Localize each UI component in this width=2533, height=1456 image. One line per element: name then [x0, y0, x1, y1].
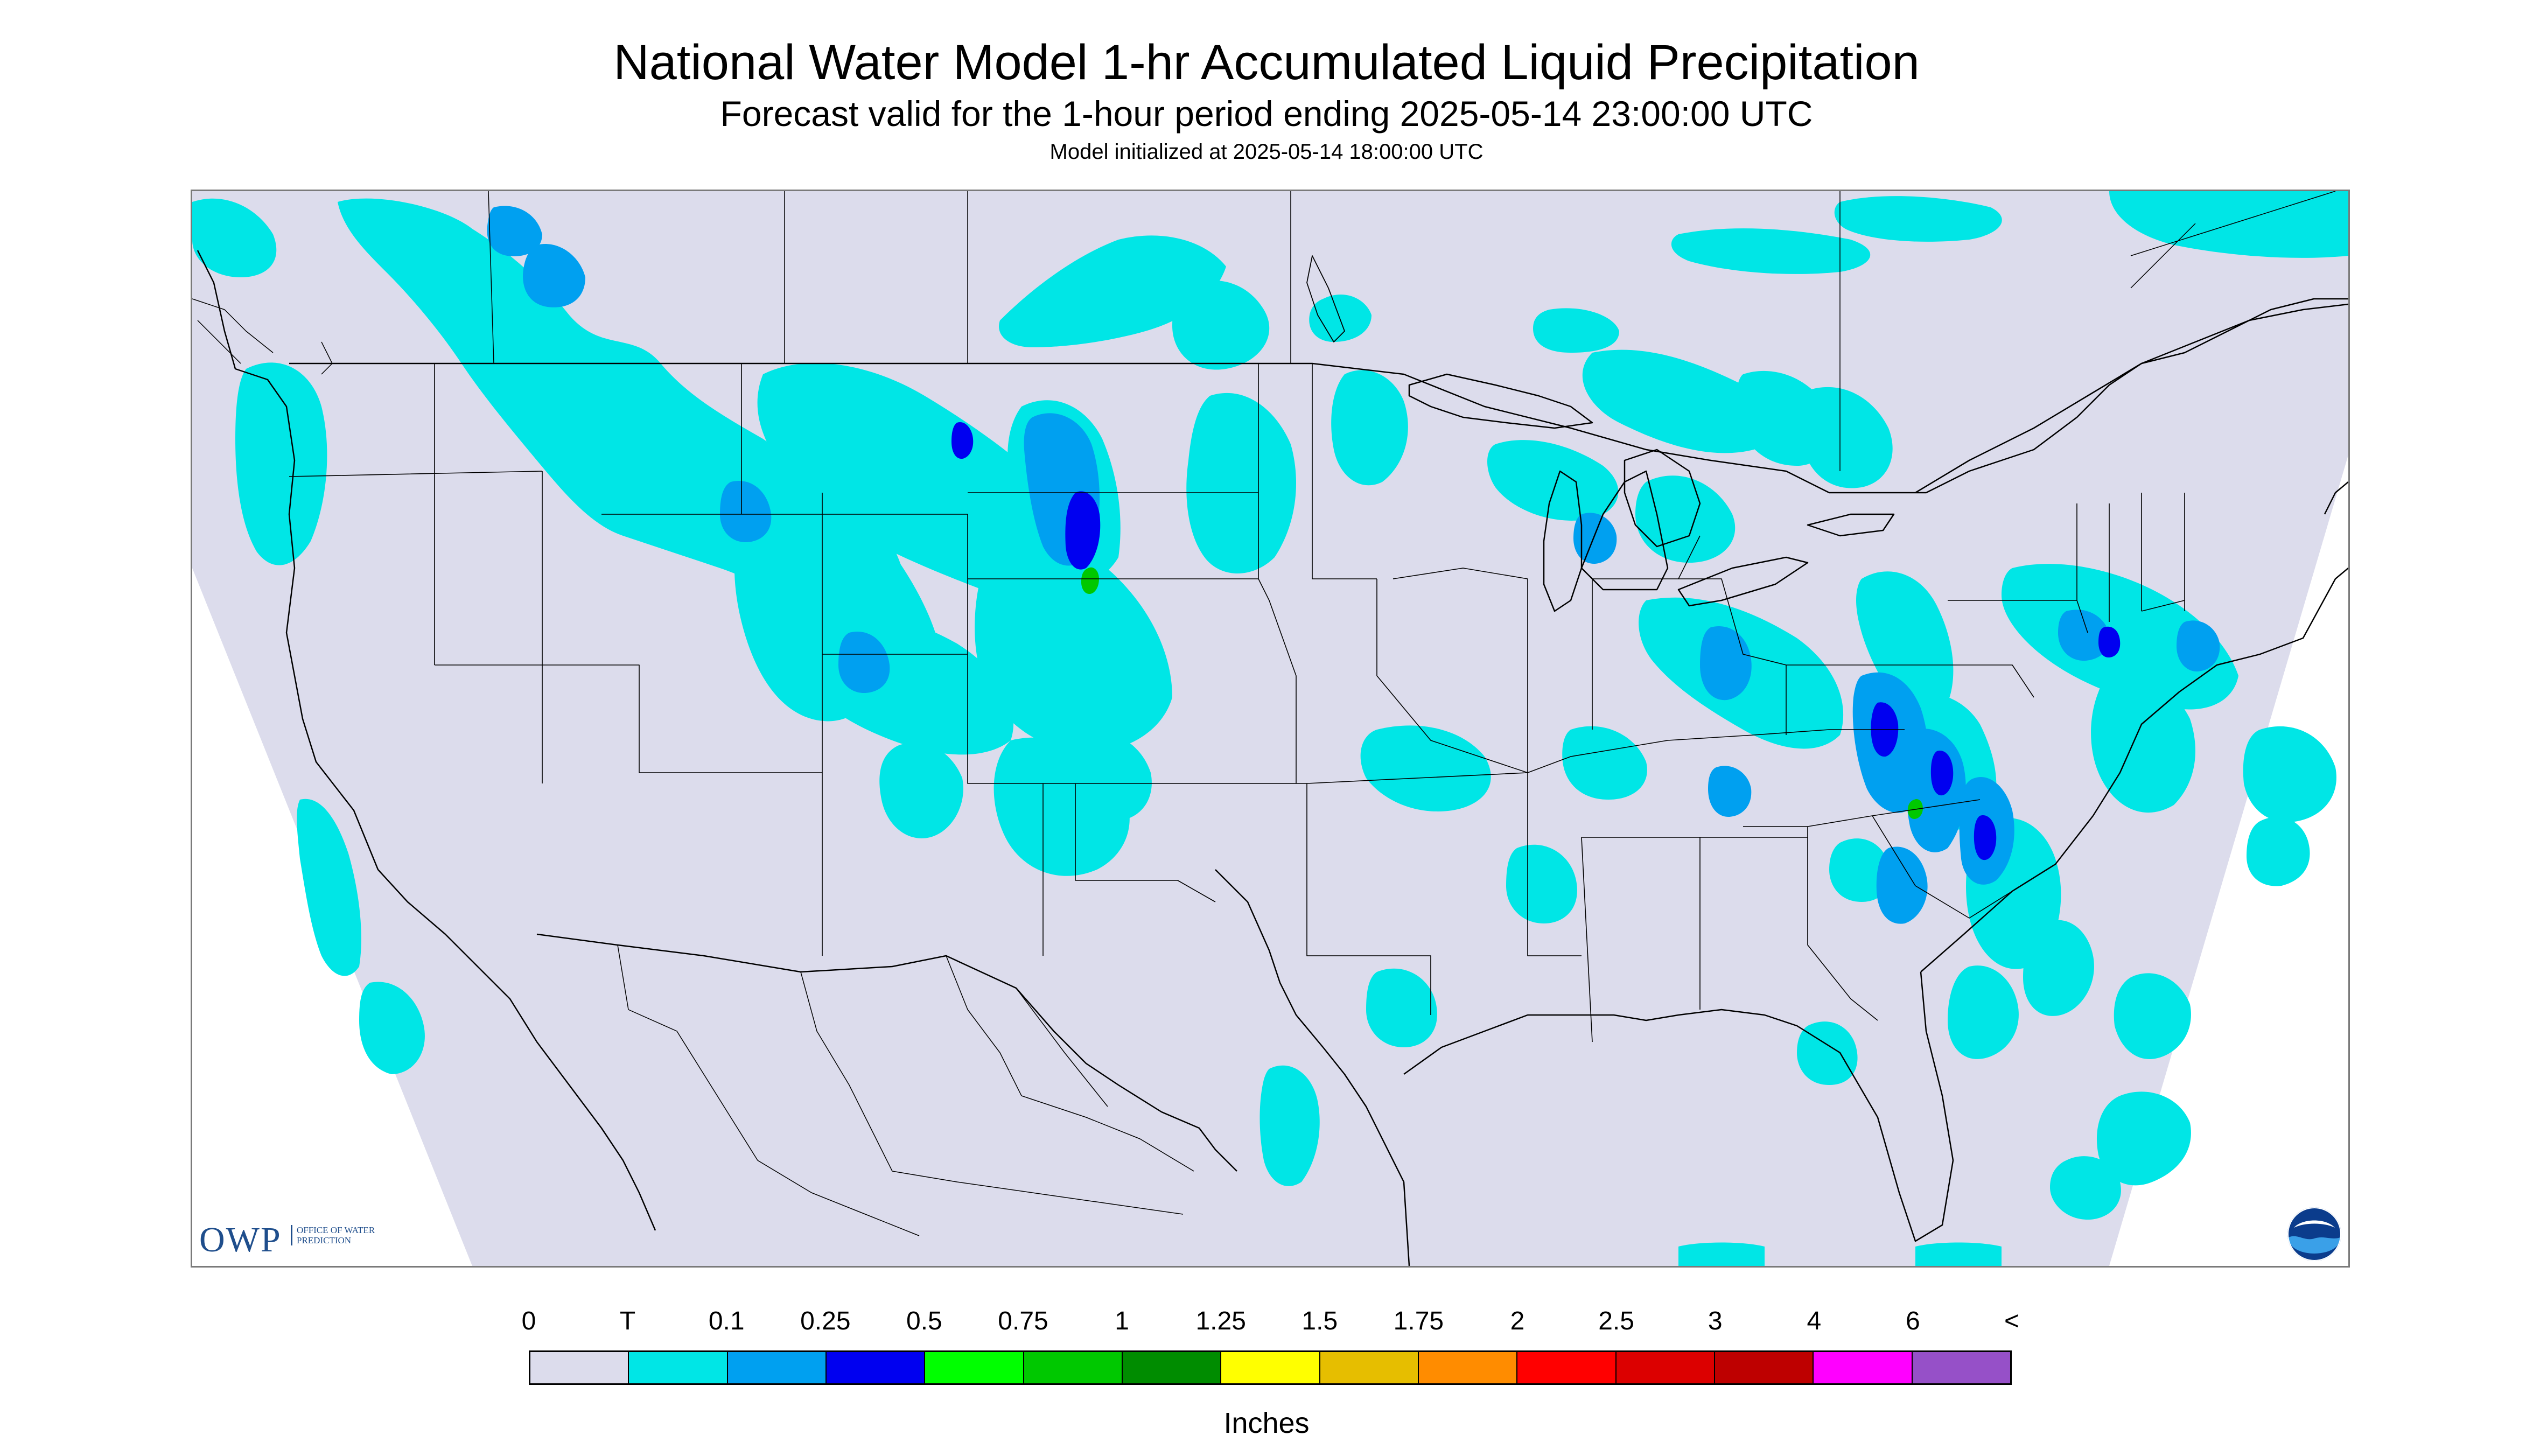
legend-swatch [826, 1352, 926, 1383]
noaa-logo [2286, 1206, 2342, 1262]
model-init-time: Model initialized at 2025-05-14 18:00:00… [1049, 140, 1484, 164]
legend-tick-label: 6 [1906, 1307, 1920, 1335]
legend-tick-label: 0.1 [708, 1307, 745, 1335]
legend-swatch [1024, 1352, 1123, 1383]
legend-swatch [1912, 1352, 2010, 1383]
map-title: National Water Model 1-hr Accumulated Li… [613, 35, 1920, 90]
canada-provinces [488, 191, 2336, 471]
precip-trace-areas [192, 191, 2348, 1266]
legend-swatch [1221, 1352, 1320, 1383]
lake-michigan [1543, 470, 1583, 612]
legend-swatch [629, 1352, 728, 1383]
st-lawrence [1915, 303, 2348, 494]
legend-tick-label: 0.5 [906, 1307, 942, 1335]
legend-swatch [1320, 1352, 1419, 1383]
legend-tick-labels: 0 T 0.1 0.25 0.5 0.75 1 1.25 1.5 1.75 2 2.5 3 4 6 < [0, 1308, 2533, 1346]
forecast-valid-subtitle: Forecast valid for the 1-hour period end… [720, 94, 1813, 134]
us-mexico-border [536, 933, 1237, 1172]
legend-swatch [1616, 1352, 1715, 1383]
gulf-coastline [1215, 869, 1410, 1266]
lake-huron [1624, 449, 1701, 548]
pacific-coastline [197, 250, 656, 1231]
lake-winnipeg [1306, 255, 1345, 342]
map-canvas [192, 191, 2348, 1266]
legend-swatch [1517, 1352, 1617, 1383]
lake-ontario [1807, 513, 1895, 537]
legend-swatch [1814, 1352, 1913, 1383]
lake-superior [1408, 373, 1593, 429]
legend-tick-label: 1.75 [1393, 1307, 1444, 1335]
legend-tick-label: < [2004, 1307, 2020, 1335]
precipitation-map[interactable] [191, 190, 2350, 1268]
us-canada-border [289, 298, 2348, 494]
legend-tick-label: 0 [521, 1307, 536, 1335]
legend-swatch [1418, 1352, 1518, 1383]
owp-abbrev: OWP [199, 1220, 282, 1259]
legend-swatch [1715, 1352, 1814, 1383]
legend-units: Inches [1223, 1407, 1310, 1439]
legend-tick-label: 0.25 [800, 1307, 851, 1335]
legend-color-bar [529, 1350, 2012, 1385]
legend-tick-label: 3 [1708, 1307, 1723, 1335]
lake-erie [1677, 556, 1809, 607]
legend-tick-label: T [619, 1307, 636, 1335]
legend-tick-label: 0.75 [998, 1307, 1048, 1335]
michigan-lower [1580, 470, 1669, 591]
owp-name: OFFICE OF WATER PREDICTION [291, 1225, 388, 1245]
legend-swatch [925, 1352, 1024, 1383]
legend-swatch [530, 1352, 629, 1383]
us-state-lines [289, 363, 2185, 1042]
boundaries [192, 191, 2348, 1266]
legend-tick-label: 2.5 [1598, 1307, 1634, 1335]
legend-tick-label: 1.25 [1195, 1307, 1246, 1335]
legend-tick-label: 2 [1510, 1307, 1525, 1335]
legend-tick-label: 1.5 [1302, 1307, 1338, 1335]
legend-swatch [727, 1352, 827, 1383]
mexico-states [617, 944, 1194, 1236]
pacific-nw-islands [192, 298, 333, 375]
canada-east-coast [2324, 481, 2348, 515]
gulf-coastline-us [1403, 971, 1954, 1242]
legend-tick-label: 4 [1807, 1307, 1822, 1335]
legend-swatch [1122, 1352, 1222, 1383]
legend-tick-label: 1 [1115, 1307, 1129, 1335]
noaa-emblem-icon [2287, 1207, 2341, 1261]
